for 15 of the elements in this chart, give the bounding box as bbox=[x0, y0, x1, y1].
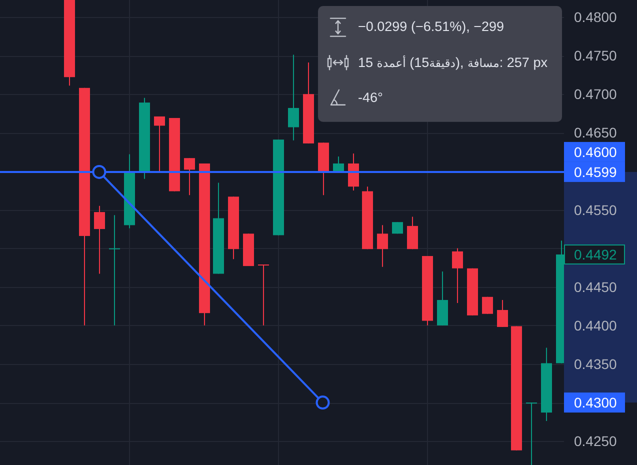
text: 0.4600 bbox=[574, 144, 618, 160]
y-tick-label: 0.4750 bbox=[574, 48, 618, 64]
annotation: −0.0299 (−6.51%), −299 bbox=[358, 19, 504, 34]
y-tick-label: 0.4800 bbox=[574, 8, 618, 25]
text: 0.4492 bbox=[574, 246, 618, 262]
y-tick-label: 0.4700 bbox=[574, 86, 618, 102]
y-tick-label: 0.4650 bbox=[574, 124, 618, 141]
y-tick-label: 0.4350 bbox=[574, 356, 618, 372]
text: 0.4300 bbox=[574, 394, 618, 411]
y-tick-label: 0.4450 bbox=[574, 278, 618, 295]
y-tick-label: 0.4550 bbox=[574, 202, 618, 218]
y-tick-label: 0.4250 bbox=[574, 433, 618, 450]
ref-line-label: 0.4599 bbox=[574, 164, 618, 180]
y-tick-label: 0.4400 bbox=[574, 317, 618, 334]
annotation: -46° bbox=[358, 90, 383, 105]
